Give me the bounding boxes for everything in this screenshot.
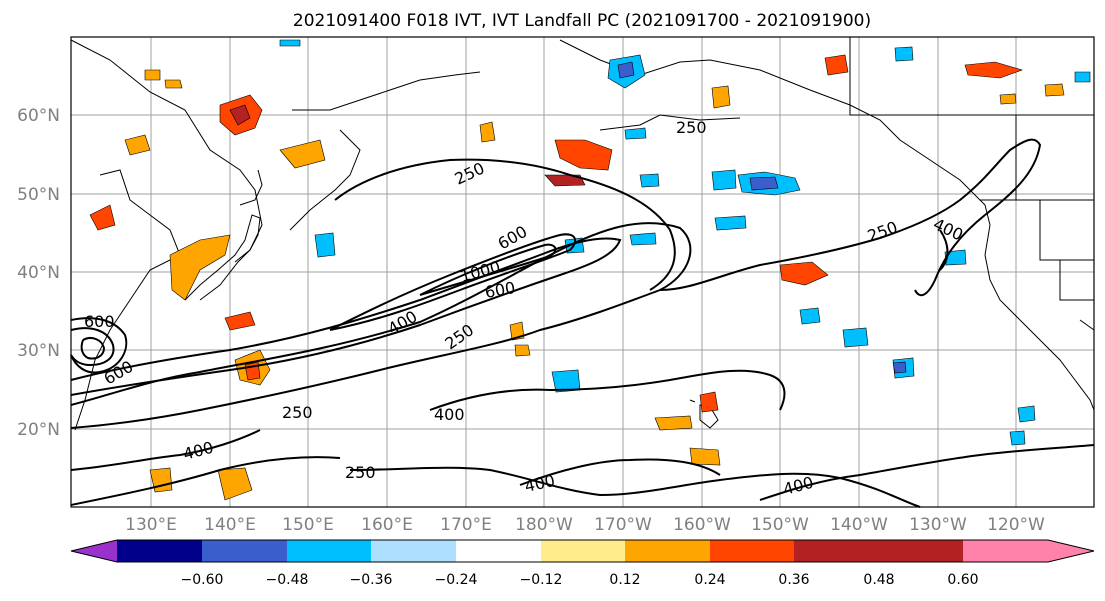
lat-label: 60°N [17,106,60,126]
lon-label: 170°W [594,515,652,535]
colorbar-tick-label: −0.12 [520,572,563,588]
negative-pc-patches [279,39,1091,446]
colorbar-tick-label: −0.48 [266,572,309,588]
lat-label: 20°N [17,420,60,440]
colorbar-segment [287,540,371,562]
colorbar-segment [541,540,625,562]
lon-label: 150°W [751,515,809,535]
colorbar-tick-label: 0.48 [863,572,894,588]
lon-label: 130°W [909,515,967,535]
colorbar-segment [710,540,794,562]
colorbar-segment [794,540,879,562]
map-border [70,36,1095,508]
colorbar-tick-label: 0.12 [609,572,640,588]
contour-label: 250 [345,463,376,482]
colorbar-segment [456,540,541,562]
lon-label: 150°E [282,515,334,535]
colorbar-ticks: −0.60 −0.48 −0.36 −0.24 −0.12 0.12 0.24 … [181,572,979,588]
colorbar-segment [371,540,456,562]
lon-label: 130°E [125,515,177,535]
colorbar-outline [70,539,1095,563]
colorbar-segment [202,540,287,562]
lon-label: 170°E [440,515,492,535]
lon-labels: 130°E 140°E 150°E 160°E 170°E 180°W 170°… [125,515,1045,535]
colorbar-tick-label: 0.36 [778,572,809,588]
lon-label: 140°E [204,515,256,535]
contour-label: 250 [676,118,707,137]
colorbar-tick-label: 0.60 [947,572,978,588]
colorbar-segment [879,540,963,562]
colorbar: −0.60 −0.48 −0.36 −0.24 −0.12 0.12 0.24 … [70,539,1095,588]
map-title: 2021091400 F018 IVT, IVT Landfall PC (20… [293,11,871,31]
positive-pc-patches [89,54,1065,501]
lon-label: 120°W [987,515,1045,535]
colorbar-tick-label: 0.24 [694,572,725,588]
colorbar-segment [625,540,710,562]
colorbar-tick-label: −0.36 [350,572,393,588]
lat-label: 40°N [17,263,60,283]
colorbar-tick-label: −0.60 [181,572,224,588]
contour-label: 600 [84,312,115,331]
contour-label: 400 [434,405,465,424]
colorbar-extend-low [71,540,117,562]
lat-label: 30°N [17,341,60,361]
colorbar-tick-label: −0.24 [435,572,478,588]
lon-label: 180°W [515,515,573,535]
lon-label: 140°W [830,515,888,535]
contour-label: 250 [282,403,313,422]
lon-label: 160°E [361,515,413,535]
map-panel: 250 250 250 250 250 250 400 400 400 400 … [70,36,1095,508]
ivt-contours [70,138,1095,508]
lat-labels: 60°N 50°N 40°N 30°N 20°N [17,106,60,440]
lon-label: 160°W [673,515,731,535]
coastlines [70,37,1095,431]
colorbar-segment [117,540,202,562]
lat-label: 50°N [17,185,60,205]
graticule [71,37,1094,507]
